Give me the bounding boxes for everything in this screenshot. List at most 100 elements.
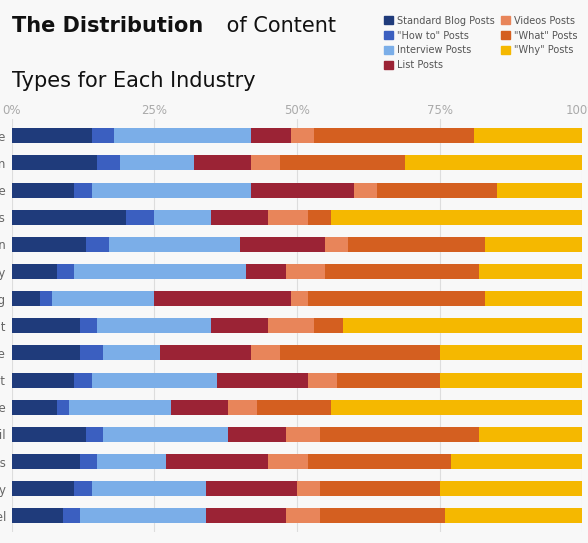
Bar — [12, 318, 80, 333]
Bar — [63, 508, 80, 523]
Bar — [12, 372, 75, 388]
Bar — [286, 264, 326, 279]
Bar — [268, 318, 314, 333]
Bar — [75, 182, 92, 198]
Bar — [92, 182, 251, 198]
Bar — [212, 318, 268, 333]
Bar — [217, 372, 308, 388]
Bar — [154, 210, 212, 225]
Bar — [12, 427, 86, 442]
Bar — [268, 210, 308, 225]
Legend: Standard Blog Posts, "How to" Posts, Interview Posts, List Posts, Videos Posts, : Standard Blog Posts, "How to" Posts, Int… — [384, 16, 577, 70]
Bar — [12, 128, 92, 143]
Bar — [206, 508, 286, 523]
Bar — [160, 345, 251, 361]
Bar — [92, 372, 217, 388]
Bar — [445, 508, 582, 523]
Bar — [308, 454, 451, 469]
Bar — [331, 210, 582, 225]
Bar — [308, 210, 331, 225]
Bar — [12, 237, 86, 252]
Bar — [103, 427, 229, 442]
Bar — [354, 182, 377, 198]
Bar — [320, 508, 445, 523]
Text: The Distribution: The Distribution — [12, 16, 203, 36]
Bar — [331, 400, 582, 415]
Bar — [348, 237, 485, 252]
Bar — [126, 210, 154, 225]
Bar — [103, 345, 160, 361]
Bar — [326, 237, 348, 252]
Bar — [75, 481, 92, 496]
Bar — [229, 400, 257, 415]
Bar — [12, 264, 58, 279]
Bar — [12, 454, 80, 469]
Bar — [440, 372, 582, 388]
Bar — [98, 318, 212, 333]
Bar — [12, 345, 80, 361]
Bar — [75, 372, 92, 388]
Bar — [12, 182, 75, 198]
Bar — [308, 291, 485, 306]
Bar — [246, 264, 286, 279]
Bar — [154, 291, 291, 306]
Bar — [474, 128, 582, 143]
Bar — [251, 182, 354, 198]
Bar — [172, 400, 229, 415]
Bar — [451, 454, 582, 469]
Bar — [314, 128, 474, 143]
Bar — [440, 481, 582, 496]
Bar — [80, 454, 97, 469]
Bar — [98, 155, 120, 171]
Bar — [280, 155, 405, 171]
Bar — [166, 454, 268, 469]
Bar — [52, 291, 154, 306]
Bar — [320, 481, 440, 496]
Bar — [240, 237, 326, 252]
Bar — [206, 481, 297, 496]
Bar — [286, 427, 320, 442]
Bar — [280, 345, 440, 361]
Bar — [86, 237, 109, 252]
Bar — [297, 481, 320, 496]
Bar — [58, 264, 75, 279]
Bar — [92, 128, 115, 143]
Bar — [251, 155, 280, 171]
Bar — [12, 400, 58, 415]
Bar — [80, 508, 206, 523]
Bar — [58, 400, 69, 415]
Bar — [40, 291, 52, 306]
Bar — [69, 400, 172, 415]
Bar — [75, 264, 246, 279]
Bar — [12, 210, 126, 225]
Bar — [268, 454, 308, 469]
Bar — [229, 427, 286, 442]
Bar — [308, 372, 337, 388]
Bar — [337, 372, 440, 388]
Bar — [115, 128, 251, 143]
Bar — [86, 427, 103, 442]
Text: Source: Ubersuggest: Source: Ubersuggest — [491, 125, 579, 134]
Bar — [251, 128, 291, 143]
Bar — [314, 318, 343, 333]
Bar — [377, 182, 496, 198]
Bar — [479, 264, 582, 279]
Bar — [440, 345, 582, 361]
Bar — [496, 182, 582, 198]
Bar — [320, 427, 479, 442]
Bar — [291, 128, 314, 143]
Bar — [485, 237, 582, 252]
Bar — [343, 318, 582, 333]
Bar — [109, 237, 240, 252]
Bar — [12, 291, 40, 306]
Bar — [12, 508, 63, 523]
Bar — [12, 481, 75, 496]
Text: of Content: of Content — [220, 16, 336, 36]
Bar — [98, 454, 166, 469]
Bar — [405, 155, 582, 171]
Bar — [12, 155, 98, 171]
Bar — [120, 155, 194, 171]
Bar — [326, 264, 479, 279]
Bar — [291, 291, 308, 306]
Bar — [251, 345, 280, 361]
